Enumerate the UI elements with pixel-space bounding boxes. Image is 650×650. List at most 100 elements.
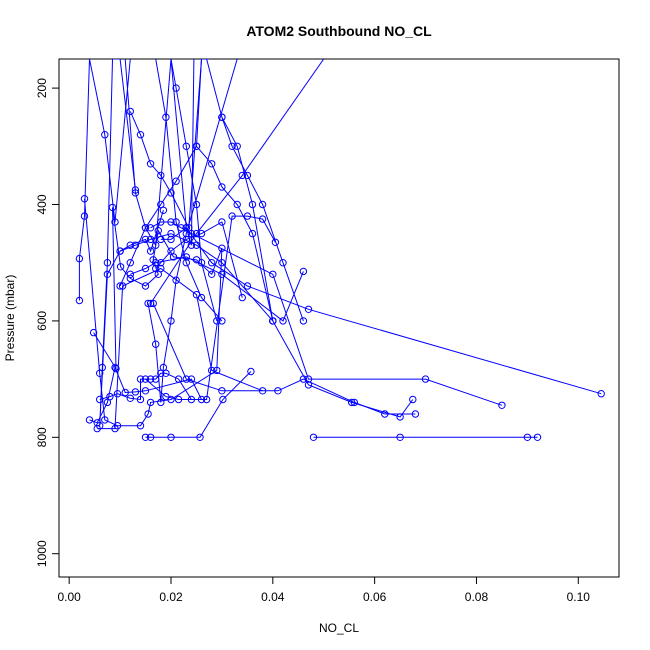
data-point	[157, 398, 165, 407]
data-point	[146, 398, 155, 407]
data-point	[228, 142, 236, 151]
data-point	[299, 317, 308, 325]
data-point	[218, 387, 226, 395]
data-point	[126, 259, 135, 267]
data-point	[202, 395, 211, 404]
series-clip-group	[75, 59, 605, 441]
data-point	[112, 364, 120, 373]
data-point	[152, 340, 160, 348]
data-point	[174, 395, 183, 404]
data-point	[271, 238, 280, 247]
data-point	[174, 375, 183, 383]
y-axis-label: Pressure (mbar)	[3, 275, 17, 362]
data-point	[196, 433, 204, 441]
data-point	[248, 200, 257, 209]
data-point	[141, 264, 150, 273]
data-point	[146, 433, 155, 441]
data-point	[197, 229, 206, 238]
data-point	[157, 264, 165, 273]
y-tick-label: 600	[35, 311, 49, 331]
series-line	[130, 256, 304, 322]
data-point	[85, 416, 94, 424]
data-point	[141, 224, 150, 232]
data-point	[159, 363, 168, 372]
data-point	[126, 394, 135, 402]
data-point	[152, 264, 160, 273]
x-axis: 0.00 0.02 0.04 0.06 0.08 0.10	[58, 576, 590, 604]
data-point	[279, 259, 287, 267]
data-point	[103, 270, 112, 278]
data-point	[243, 282, 252, 290]
data-point	[157, 200, 165, 209]
data-point	[192, 229, 201, 238]
data-point	[238, 171, 247, 180]
y-tick-label: 800	[35, 427, 49, 447]
series-line	[160, 227, 602, 395]
data-point	[126, 107, 135, 116]
x-tick-label: 0.08	[465, 590, 489, 604]
x-tick-label: 0.02	[159, 590, 183, 604]
data-point	[167, 317, 175, 325]
data-point	[182, 142, 191, 151]
data-point	[218, 183, 226, 191]
series-line	[147, 59, 238, 403]
data-point	[141, 282, 150, 290]
series-line	[155, 59, 223, 322]
data-point	[233, 142, 241, 151]
data-point	[96, 395, 104, 404]
data-point	[396, 413, 404, 421]
data-point	[121, 388, 129, 397]
data-point	[299, 267, 308, 276]
data-point	[218, 244, 226, 252]
data-point	[136, 422, 145, 430]
data-point	[116, 282, 124, 290]
data-point	[243, 171, 252, 180]
data-point	[304, 305, 313, 313]
data-point	[116, 247, 124, 255]
data-point	[182, 224, 191, 232]
data-point	[348, 398, 356, 407]
data-point	[162, 113, 170, 121]
series-line	[97, 267, 263, 430]
data-point	[192, 142, 201, 151]
data-point	[101, 416, 109, 424]
data-point	[136, 375, 145, 383]
data-point	[182, 375, 191, 383]
data-point	[182, 259, 191, 267]
data-point	[208, 366, 216, 375]
data-point	[162, 392, 170, 401]
data-point	[213, 366, 221, 375]
data-point	[258, 200, 267, 209]
data-point	[146, 299, 155, 308]
data-point	[167, 433, 175, 441]
data-point	[218, 113, 226, 121]
data-point	[172, 218, 180, 226]
data-point	[80, 212, 89, 220]
data-point	[213, 317, 221, 325]
data-point	[187, 375, 196, 383]
data-point	[187, 395, 196, 404]
data-point	[218, 317, 226, 325]
y-tick-label: 400	[35, 194, 49, 214]
data-point	[141, 235, 150, 244]
data-point	[498, 401, 506, 409]
data-point	[146, 160, 155, 168]
data-point	[182, 235, 191, 244]
data-point	[218, 270, 226, 278]
data-point	[152, 259, 160, 267]
data-point	[167, 235, 175, 244]
data-point	[304, 375, 313, 383]
series-line	[170, 59, 218, 322]
data-point	[96, 422, 104, 430]
data-point	[172, 177, 180, 185]
data-point	[136, 131, 145, 139]
data-point	[111, 424, 119, 433]
data-point	[167, 247, 175, 255]
series-line	[78, 59, 131, 301]
data-point	[228, 212, 236, 220]
data-point	[157, 235, 165, 244]
data-point	[118, 282, 127, 290]
data-point	[157, 259, 165, 267]
data-point	[421, 375, 430, 383]
data-point	[197, 259, 206, 267]
